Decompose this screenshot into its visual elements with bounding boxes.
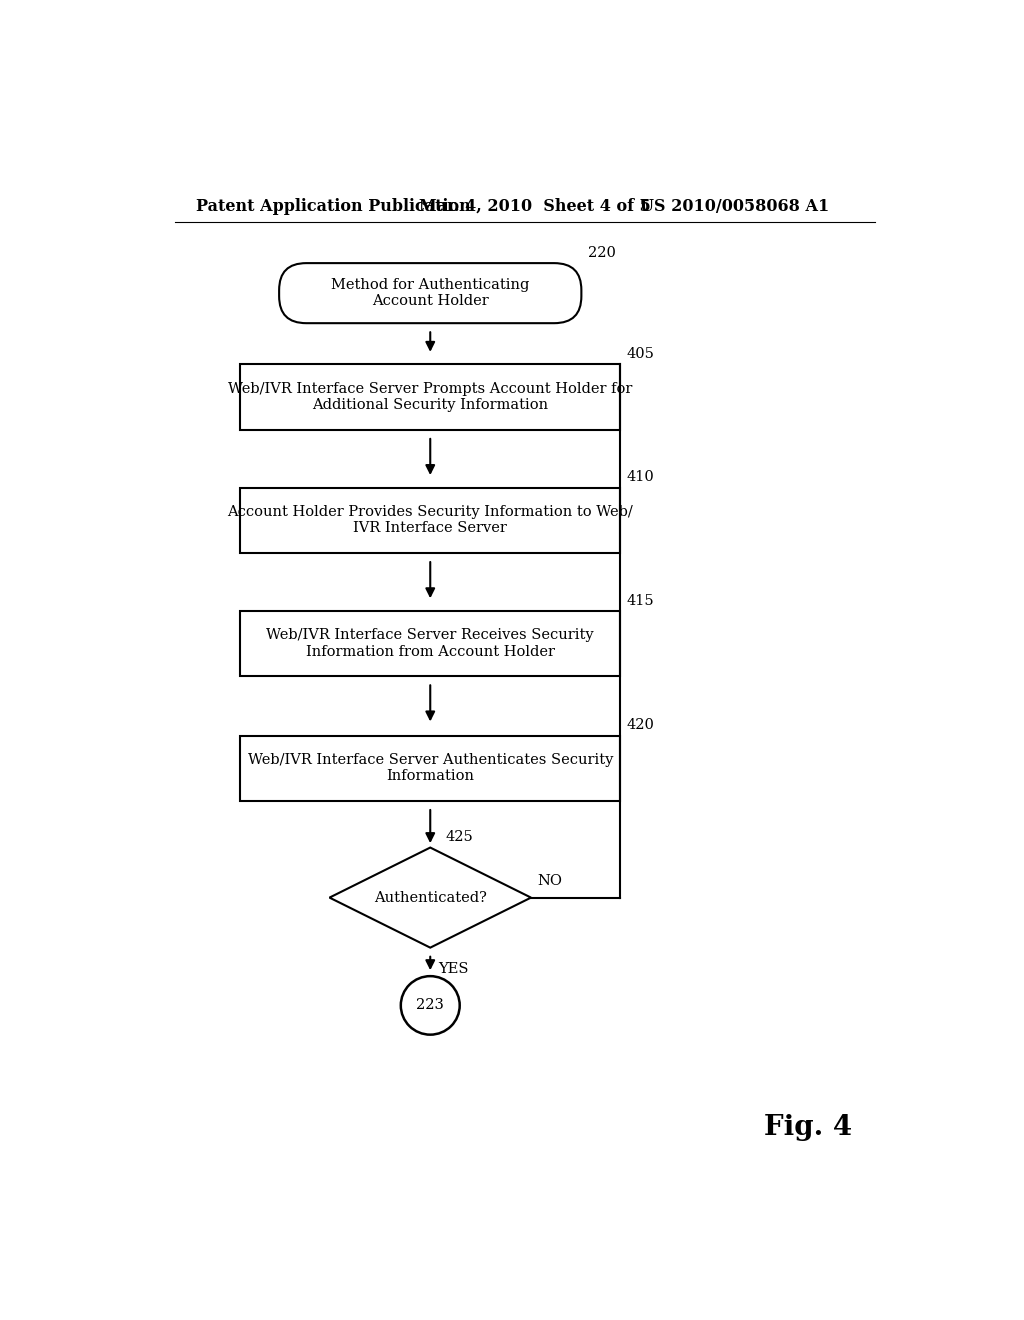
Text: Web/IVR Interface Server Receives Security
Information from Account Holder: Web/IVR Interface Server Receives Securi…	[266, 628, 594, 659]
Text: 405: 405	[627, 347, 654, 362]
Polygon shape	[330, 847, 531, 948]
Text: 223: 223	[417, 998, 444, 1012]
Bar	[241, 611, 621, 676]
Text: Web/IVR Interface Server Prompts Account Holder for
Additional Security Informat: Web/IVR Interface Server Prompts Account…	[228, 381, 633, 412]
Text: Authenticated?: Authenticated?	[374, 891, 486, 904]
Text: Method for Authenticating
Account Holder: Method for Authenticating Account Holder	[331, 279, 529, 309]
Bar	[241, 735, 621, 801]
Text: Web/IVR Interface Server Authenticates Security
Information: Web/IVR Interface Server Authenticates S…	[248, 754, 613, 783]
Text: 425: 425	[445, 830, 473, 845]
Text: 415: 415	[627, 594, 654, 607]
Text: Patent Application Publication: Patent Application Publication	[197, 198, 471, 215]
Text: Mar. 4, 2010  Sheet 4 of 5: Mar. 4, 2010 Sheet 4 of 5	[419, 198, 650, 215]
Circle shape	[400, 975, 460, 1035]
Text: Fig. 4: Fig. 4	[764, 1114, 852, 1140]
Text: 420: 420	[627, 718, 654, 733]
Text: 220: 220	[588, 246, 615, 260]
Bar	[241, 364, 621, 430]
Text: YES: YES	[438, 961, 469, 975]
Text: Account Holder Provides Security Information to Web/
IVR Interface Server: Account Holder Provides Security Informa…	[227, 506, 633, 536]
Text: US 2010/0058068 A1: US 2010/0058068 A1	[640, 198, 828, 215]
Text: 410: 410	[627, 470, 654, 484]
FancyBboxPatch shape	[280, 263, 582, 323]
Bar	[241, 487, 621, 553]
Text: NO: NO	[538, 874, 562, 888]
